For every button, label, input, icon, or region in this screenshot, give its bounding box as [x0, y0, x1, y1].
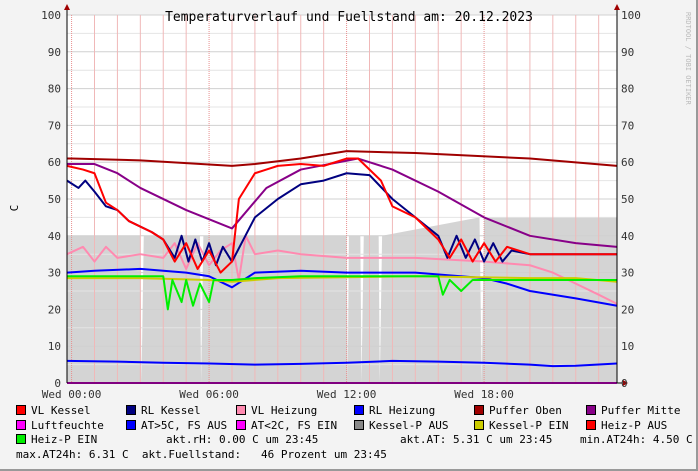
y-tick-label: 90 — [48, 46, 61, 59]
y-axis-arrow — [614, 4, 620, 10]
y-tick-label-right: 90 — [621, 46, 634, 59]
legend-label: Kessel-P EIN — [489, 418, 569, 432]
legend-item: Heiz-P AUS — [586, 419, 676, 434]
x-tick-label: Wed 18:00 — [454, 388, 514, 400]
y-tick-label-right: 10 — [621, 340, 634, 353]
legend-swatch — [16, 419, 26, 430]
legend-swatch — [354, 419, 364, 430]
legend-label: AT>5C, FS AUS — [141, 418, 228, 432]
legend-swatch — [586, 419, 596, 430]
legend-item: AT<2C, FS EIN — [236, 419, 354, 434]
akt-fuellstand: akt.Fuellstand: 46 Prozent um 23:45 — [141, 447, 387, 461]
legend-swatch — [126, 419, 136, 430]
legend-swatch — [16, 405, 26, 415]
legend-label: Heiz-P EIN — [31, 433, 98, 446]
y-tick-label: 80 — [48, 83, 61, 96]
y-tick-label-right: 40 — [621, 230, 634, 243]
x-tick-label: Wed 06:00 — [179, 388, 239, 400]
legend-swatch — [354, 405, 364, 415]
legend-label: VL Kessel — [31, 404, 91, 417]
legend-swatch — [474, 419, 484, 430]
legend-swatch — [236, 405, 246, 415]
series-puffer-oben — [67, 150, 618, 167]
legend-label: RL Heizung — [369, 404, 436, 417]
series-rl-heizung — [66, 267, 618, 307]
legend-swatch — [586, 405, 596, 415]
y-tick-label-right: 0 — [621, 377, 628, 390]
legend-swatch — [474, 405, 484, 415]
watermark: RRDTOOL / TOBI OETIKER — [684, 12, 692, 106]
y-tick-label: 60 — [48, 156, 61, 169]
area-kessel-p-aus — [67, 217, 617, 383]
legend-item: RL Kessel — [126, 404, 236, 419]
legend-item: Heiz-P EIN — [16, 433, 166, 448]
series-vl-kessel — [66, 157, 617, 274]
legend-swatch — [16, 434, 26, 444]
max-at: max.AT24h: 6.31 C — [16, 447, 129, 461]
y-tick-label-right: 80 — [621, 83, 634, 96]
x-tick-label: Wed 12:00 — [317, 388, 377, 400]
y-axis-arrow — [64, 4, 70, 10]
legend-label: Kessel-P AUS — [369, 418, 449, 432]
y-tick-label: 40 — [48, 230, 61, 243]
legend-item: Puffer Oben — [474, 404, 586, 419]
legend-label: Puffer Oben — [489, 404, 562, 417]
y-tick-label-right: 50 — [621, 193, 634, 206]
akt-rh: akt.rH: 0.00 C um 23:45 — [166, 433, 319, 446]
y-axis-label: C — [8, 205, 21, 212]
y-tick-label: 0 — [54, 377, 61, 390]
min-at: min.AT24h: 4.50 C — [580, 433, 693, 446]
legend-label: Luftfeuchte — [31, 418, 104, 432]
legend-item: RL Heizung — [354, 404, 474, 419]
legend: VL Kessel RL Kessel VL Heizung RL Heizung Pu… — [16, 404, 693, 462]
legend-item: Puffer Mitte — [586, 404, 680, 419]
x-tick-label: Wed 00:00 — [42, 388, 102, 400]
legend-item: AT>5C, FS AUS — [126, 419, 236, 434]
legend-swatch — [236, 419, 246, 430]
y-tick-label: 30 — [48, 267, 61, 280]
legend-item: Kessel-P EIN — [474, 419, 586, 434]
legend-label: Puffer Mitte — [601, 404, 681, 417]
y-tick-label-right: 30 — [621, 267, 634, 280]
legend-item: Kessel-P AUS — [354, 419, 474, 434]
y-tick-label: 20 — [48, 303, 61, 316]
y-tick-label-right: 20 — [621, 303, 634, 316]
chart-svg: 0 0 10 10 20 20 30 30 40 40 50 50 60 60 70 70 80 80 90 90 10… — [8, 4, 692, 400]
akt-at: akt.AT: 5.31 C um 23:45 — [400, 433, 553, 446]
x-axis-arrow — [623, 380, 628, 386]
y-tick-label: 70 — [48, 119, 61, 132]
series-at-5c-fs-aus — [66, 359, 618, 368]
chart-title: Temperaturverlauf und Fuellstand am: 20.… — [165, 10, 533, 25]
legend-label: Heiz-P AUS — [601, 418, 668, 432]
legend-item: VL Heizung — [236, 404, 354, 419]
y-tick-label: 10 — [48, 340, 61, 353]
y-tick-label: 100 — [41, 9, 61, 22]
series-heiz-p-ein — [67, 275, 617, 311]
y-tick-label-right: 100 — [621, 9, 641, 22]
y-tick-label-right: 70 — [621, 119, 634, 132]
legend-swatch — [126, 405, 136, 415]
legend-label: RL Kessel — [141, 404, 201, 417]
y-tick-label: 50 — [48, 193, 61, 206]
legend-item: Luftfeuchte — [16, 419, 126, 434]
y-tick-label-right: 60 — [621, 156, 634, 169]
legend-item: VL Kessel — [16, 404, 126, 419]
legend-label: AT<2C, FS EIN — [251, 418, 338, 432]
series-puffer-mitte — [67, 157, 618, 248]
legend-label: VL Heizung — [251, 404, 318, 417]
